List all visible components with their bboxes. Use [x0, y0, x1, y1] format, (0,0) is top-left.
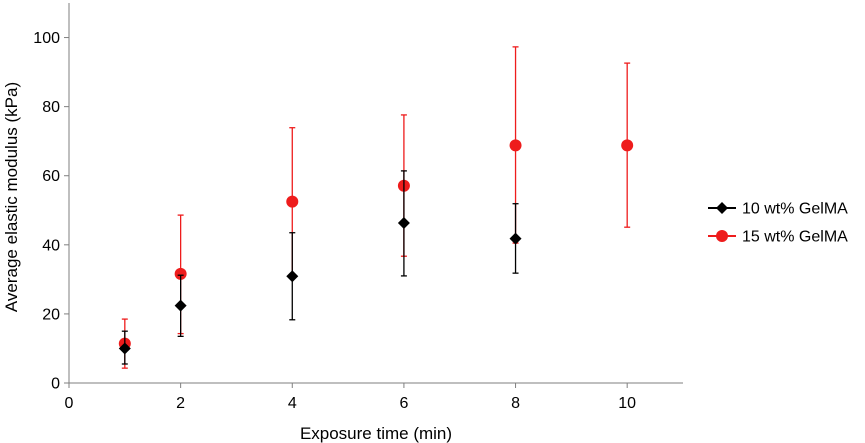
- x-tick-label: 2: [176, 395, 185, 412]
- legend-label: 15 wt% GelMA: [742, 229, 848, 246]
- data-point: [621, 139, 634, 152]
- y-tick-label: 60: [42, 168, 60, 185]
- axes: [68, 3, 683, 384]
- legend: 10 wt% GelMA 15 wt% GelMA: [708, 201, 848, 246]
- legend-marker: [716, 202, 728, 214]
- y-tick-label: 20: [42, 306, 60, 323]
- data-point: [286, 270, 299, 283]
- x-tick-label: 4: [288, 395, 297, 412]
- series-15wt-gelma: [118, 46, 634, 369]
- data-point: [174, 267, 187, 280]
- data-point: [174, 299, 187, 312]
- data-point: [118, 342, 131, 355]
- tick-marks: 0 20 40 60 80 100 0 2 4 6 8 10: [33, 30, 636, 412]
- y-tick-label: 0: [51, 376, 60, 393]
- y-axis-label: Average elastic modulus (kPa): [2, 82, 21, 312]
- data-point: [286, 195, 299, 208]
- x-axis-label: Exposure time (min): [300, 424, 452, 443]
- legend-entry: 15 wt% GelMA: [708, 229, 848, 246]
- data-point: [509, 139, 522, 152]
- x-tick-label: 6: [399, 395, 408, 412]
- legend-marker: [716, 230, 728, 242]
- y-tick-label: 80: [42, 99, 60, 116]
- y-tick-label: 100: [33, 30, 60, 47]
- series-10wt-gelma: [118, 170, 522, 365]
- plot-area: [118, 46, 634, 369]
- x-tick-label: 8: [511, 395, 520, 412]
- data-point: [509, 232, 522, 245]
- legend-entry: 10 wt% GelMA: [708, 201, 848, 218]
- y-tick-label: 40: [42, 237, 60, 254]
- legend-label: 10 wt% GelMA: [742, 201, 848, 218]
- x-tick-label: 0: [65, 395, 74, 412]
- data-point: [397, 217, 410, 230]
- x-tick-label: 10: [618, 395, 636, 412]
